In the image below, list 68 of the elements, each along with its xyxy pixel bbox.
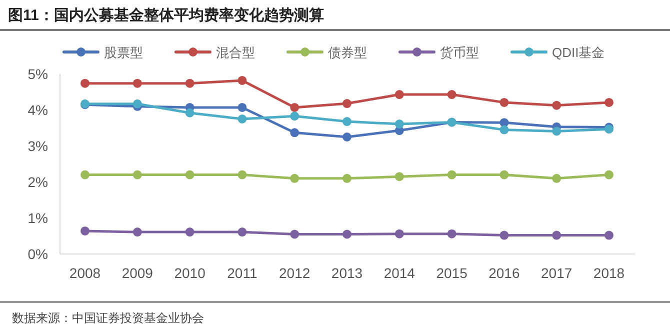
point xyxy=(552,174,562,183)
x-tick-label: 2013 xyxy=(331,265,363,281)
point xyxy=(238,114,247,124)
point xyxy=(500,98,509,107)
legend-label: 货币型 xyxy=(440,45,479,60)
point xyxy=(500,170,509,180)
point xyxy=(552,100,562,110)
x-tick-label: 2010 xyxy=(174,265,206,281)
x-tick-label: 2017 xyxy=(541,265,572,281)
y-tick-label: 4% xyxy=(28,102,48,118)
point xyxy=(500,230,509,240)
point xyxy=(604,230,614,240)
point xyxy=(447,229,456,238)
legend-label: QDII基金 xyxy=(552,45,605,60)
point xyxy=(394,172,404,182)
point xyxy=(290,102,300,112)
point xyxy=(185,170,194,180)
point xyxy=(185,108,194,118)
point xyxy=(238,76,247,85)
point xyxy=(80,78,90,88)
point xyxy=(185,228,194,237)
point xyxy=(447,170,456,180)
x-tick-label: 2015 xyxy=(436,265,468,281)
point xyxy=(80,226,90,236)
point xyxy=(238,228,247,237)
point xyxy=(394,90,404,100)
point xyxy=(394,229,404,238)
y-tick-label: 5% xyxy=(28,66,48,82)
point xyxy=(238,170,247,180)
point xyxy=(290,230,300,239)
point xyxy=(604,98,614,107)
x-tick-label: 2011 xyxy=(227,265,258,281)
x-tick-label: 2018 xyxy=(593,265,625,281)
point xyxy=(500,125,509,134)
x-tick-label: 2009 xyxy=(122,265,154,281)
legend-label: 股票型 xyxy=(104,45,143,60)
point xyxy=(290,128,300,138)
y-tick-label: 2% xyxy=(28,174,48,190)
x-tick-label: 2012 xyxy=(279,265,310,281)
point xyxy=(552,230,562,240)
point xyxy=(185,78,194,88)
point xyxy=(342,230,352,239)
legend-label: 债券型 xyxy=(328,45,367,60)
y-tick-label: 0% xyxy=(28,246,48,262)
x-tick-label: 2008 xyxy=(69,265,101,281)
point xyxy=(238,102,247,112)
x-tick-label: 2016 xyxy=(488,265,520,281)
point xyxy=(447,90,456,100)
point xyxy=(132,170,142,180)
chart-title: 图11：国内公募基金整体平均费率变化趋势测算 xyxy=(8,6,324,24)
point xyxy=(604,170,614,180)
point xyxy=(290,174,300,183)
source-note: 数据来源：中国证券投资基金业协会 xyxy=(12,311,204,325)
legend-label: 混合型 xyxy=(216,45,255,60)
x-tick-label: 2014 xyxy=(384,265,416,281)
point xyxy=(132,228,142,237)
point xyxy=(394,120,404,129)
y-tick-label: 1% xyxy=(28,210,48,226)
point xyxy=(342,132,352,142)
y-tick-label: 3% xyxy=(28,138,48,154)
point xyxy=(342,99,352,108)
point xyxy=(290,112,300,121)
point xyxy=(342,117,352,126)
point xyxy=(80,170,90,180)
point xyxy=(342,174,352,183)
point xyxy=(132,78,142,88)
point xyxy=(552,126,562,136)
point xyxy=(132,99,142,108)
